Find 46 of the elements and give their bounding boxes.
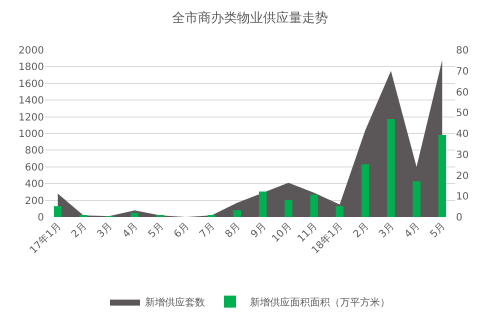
y2-tick-label: 10 <box>456 192 469 203</box>
bar <box>130 212 139 217</box>
x-tick-label: 9月 <box>249 220 268 240</box>
x-tick-label: 6月 <box>172 220 192 240</box>
bar <box>284 200 292 217</box>
y2-tick-label: 50 <box>456 108 469 120</box>
x-tick-label: 10月 <box>270 220 294 245</box>
y2-tick-label: 0 <box>456 212 462 224</box>
x-tick-label: 5月 <box>146 220 166 240</box>
y-tick-label: 1000 <box>18 129 44 140</box>
bar <box>361 164 370 217</box>
y2-tick-label: 40 <box>456 129 469 140</box>
y2-tick-label: 20 <box>456 170 469 182</box>
y-tick-label: 600 <box>24 162 44 174</box>
y-tick-label: 1400 <box>18 96 44 107</box>
legend-label: 新增供应套数 <box>145 296 205 309</box>
y-tick-label: 1600 <box>18 78 44 90</box>
bar <box>438 134 446 217</box>
x-tick-label: 2月 <box>70 220 90 240</box>
x-tick-label: 7月 <box>198 220 218 240</box>
y-tick-label: 200 <box>24 196 44 207</box>
legend-label: 新增供应面积面积（万平方米） <box>250 296 390 309</box>
y-tick-label: 1800 <box>18 62 44 74</box>
bar <box>258 192 267 217</box>
y-tick-label: 2000 <box>18 46 44 56</box>
x-tick-label: 5月 <box>428 220 448 240</box>
y2-tick-label: 60 <box>456 87 469 98</box>
chart-title: 全市商办类物业供应量走势 <box>172 10 328 26</box>
bar <box>310 194 318 217</box>
x-tick-label: 3月 <box>95 220 115 240</box>
bar <box>54 206 62 217</box>
y2-tick-label: 30 <box>456 150 469 161</box>
x-tick-label: 3月 <box>377 220 397 240</box>
y-tick-label: 800 <box>24 146 44 157</box>
y-tick-label: 400 <box>24 179 44 190</box>
y2-tick-label: 80 <box>456 46 469 56</box>
y2-tick-label: 70 <box>456 66 469 78</box>
y-tick-label: 1200 <box>18 112 44 124</box>
bar <box>336 206 344 217</box>
bar <box>412 181 420 217</box>
x-tick-label: 4月 <box>402 220 422 240</box>
bar <box>233 210 242 217</box>
x-tick-label: 4月 <box>120 220 140 240</box>
x-tick-label: 2月 <box>352 220 371 240</box>
x-tick-label: 8月 <box>223 220 243 240</box>
bar <box>387 119 395 217</box>
